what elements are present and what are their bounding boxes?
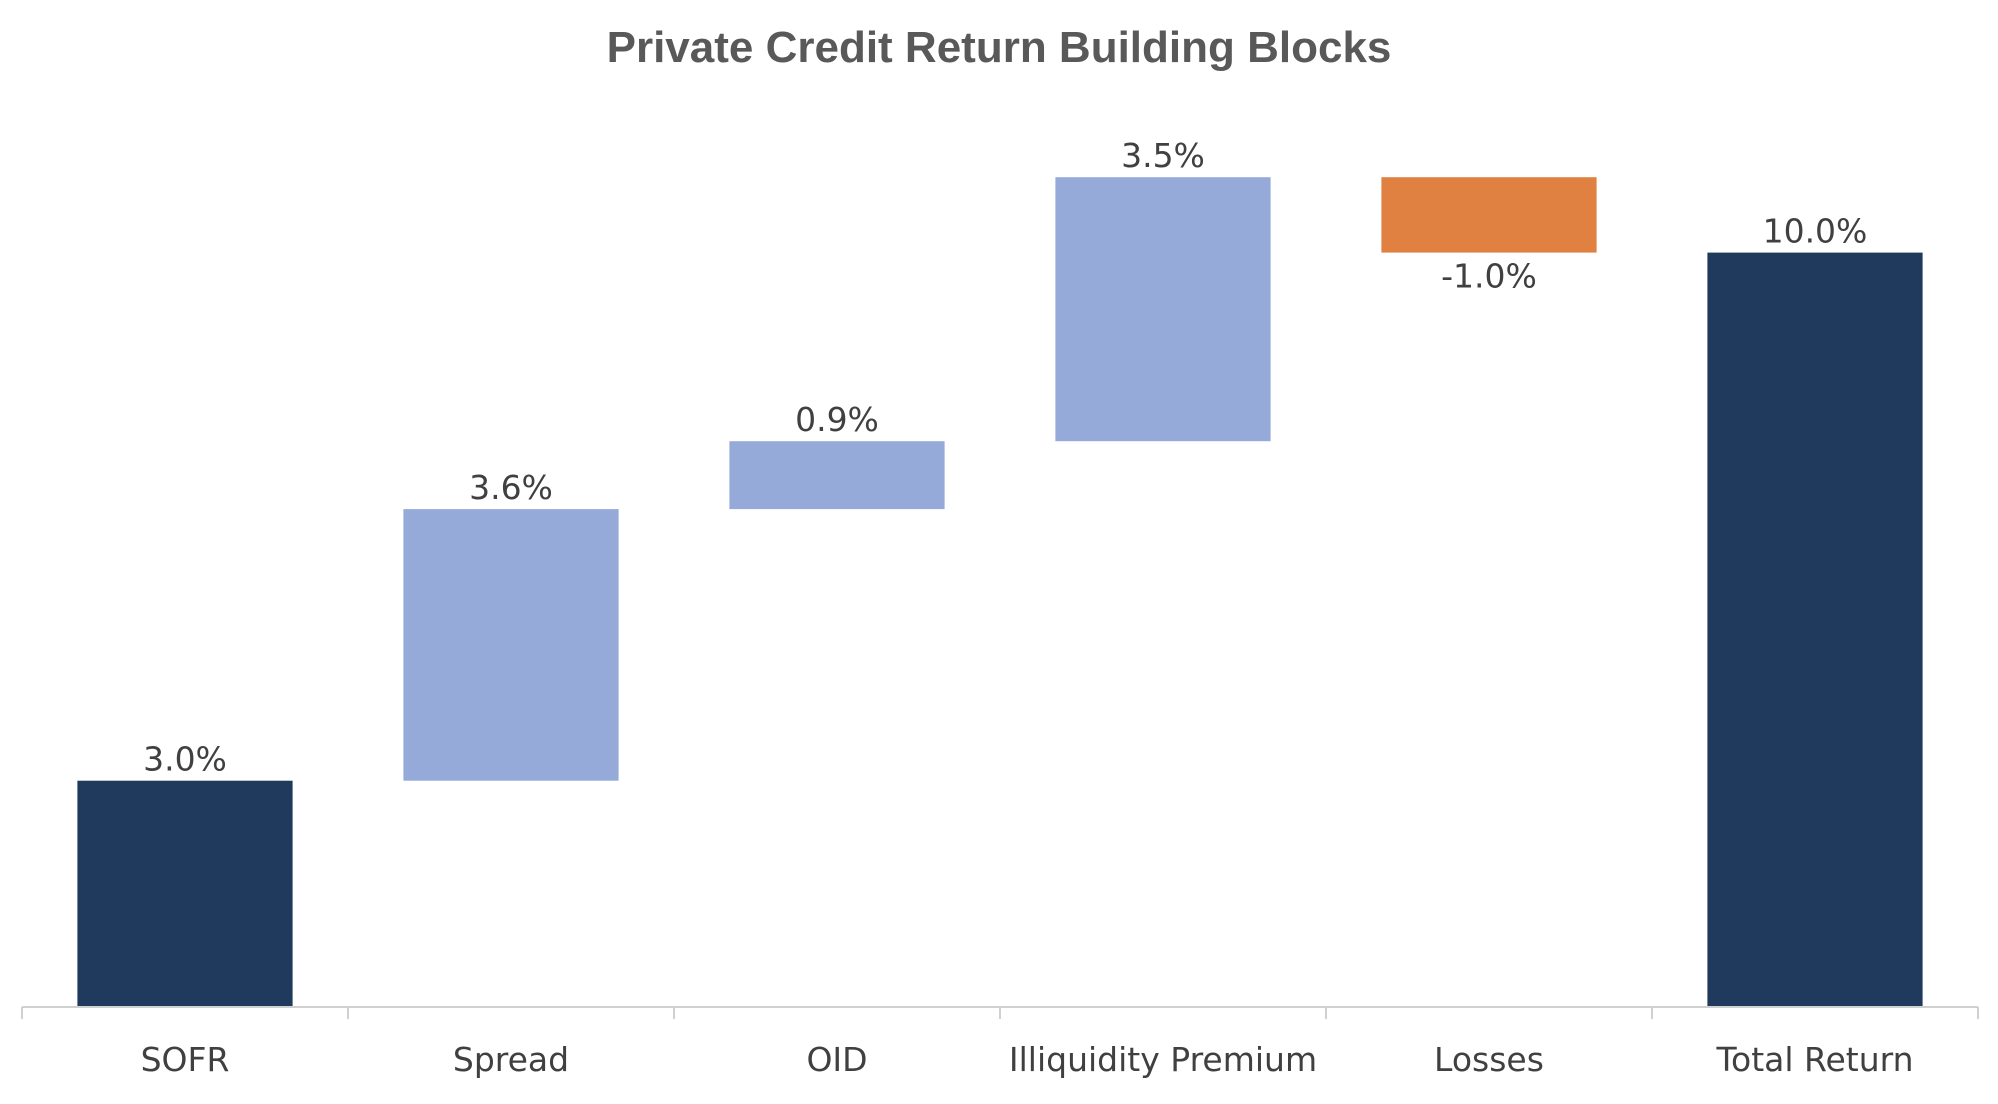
bar-oid <box>729 441 945 510</box>
data-label-total-return: 10.0% <box>1763 212 1868 251</box>
x-tick-sofr: SOFR <box>141 1040 230 1079</box>
data-label-oid: 0.9% <box>795 400 879 439</box>
data-label-spread: 3.6% <box>469 468 553 507</box>
bar-illiquidity-premium <box>1055 177 1271 442</box>
bar-total-return <box>1707 252 1923 1008</box>
bars-layer <box>77 177 1923 1008</box>
bar-losses <box>1381 177 1597 253</box>
data-label-losses: -1.0% <box>1441 257 1537 296</box>
x-tick-total-return: Total Return <box>1715 1040 1913 1079</box>
x-axis <box>21 1006 1979 1019</box>
bar-sofr <box>77 780 293 1007</box>
x-tick-spread: Spread <box>453 1040 569 1079</box>
chart-title: Private Credit Return Building Blocks <box>607 23 1392 72</box>
data-labels-layer: 3.0% 3.6% 0.9% 3.5% -1.0% 10.0% <box>143 136 1867 779</box>
data-label-sofr: 3.0% <box>143 740 227 779</box>
x-tick-illiquidity-premium: Illiquidity Premium <box>1009 1040 1317 1079</box>
x-tick-labels: SOFR Spread OID Illiquidity Premium Losses To… <box>141 1040 1914 1079</box>
bar-spread <box>403 509 619 781</box>
x-tick-oid: OID <box>806 1040 867 1079</box>
data-label-illiquidity-premium: 3.5% <box>1121 136 1205 175</box>
x-tick-losses: Losses <box>1434 1040 1544 1079</box>
